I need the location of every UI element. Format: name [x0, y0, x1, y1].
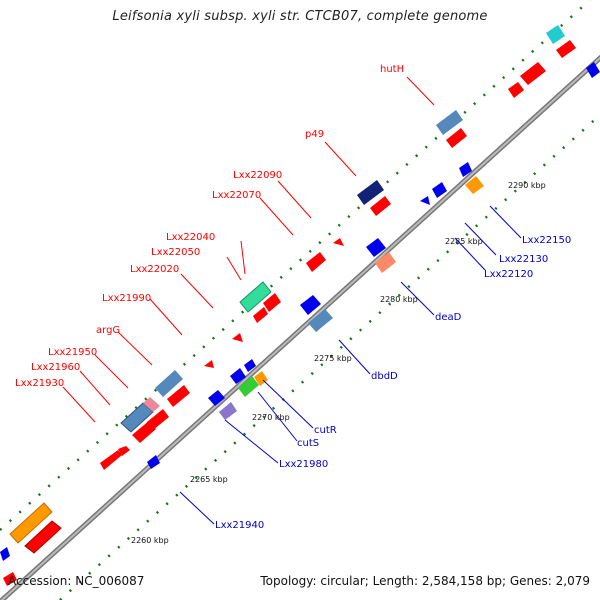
gene-label: Lxx22150 — [522, 235, 571, 246]
gene-label: Lxx22120 — [484, 269, 533, 280]
gene-label: Lxx22020 — [130, 264, 179, 275]
gene-label: cutS — [297, 438, 319, 449]
forward-genes — [9, 25, 576, 554]
gene-label: Lxx22130 — [499, 254, 548, 265]
tick-label: 2290 kbp — [508, 181, 546, 190]
gene-label: Lxx21960 — [31, 362, 80, 373]
gene-label: Lxx22040 — [166, 232, 215, 243]
gc-track-upper — [0, 0, 591, 531]
tick-label: 2265 kbp — [190, 475, 228, 484]
gene-label: Lxx21930 — [15, 378, 64, 389]
gene-label: Lxx21980 — [279, 459, 328, 470]
gene-label: Lxx21990 — [102, 293, 151, 304]
gene-label: deaD — [435, 312, 462, 323]
gene-label: dbdD — [371, 371, 398, 382]
gene-label: p49 — [305, 129, 324, 140]
genome-summary: Topology: circular; Length: 2,584,158 bp… — [260, 574, 590, 588]
gene-label: Lxx22050 — [151, 247, 200, 258]
gene-label: Lxx21950 — [48, 347, 97, 358]
tick-label: 2270 kbp — [252, 413, 290, 422]
accession-text: Accession: NC_006087 — [8, 574, 145, 588]
gene-label: argG — [96, 325, 120, 336]
gene-label: cutR — [314, 425, 337, 436]
tick-label: 2260 kbp — [131, 536, 169, 545]
tick-label: 2275 kbp — [314, 354, 352, 363]
tick-label: 2285 kbp — [445, 237, 483, 246]
map-title: Leifsonia xyli subsp. xyli str. CTCB07, … — [112, 9, 488, 24]
gene-label: Lxx22070 — [212, 190, 261, 201]
gene-label: Lxx21940 — [215, 520, 264, 531]
reverse-genes — [0, 62, 600, 586]
tick-label: 2280 kbp — [380, 295, 418, 304]
gene-label: Lxx22090 — [233, 170, 282, 181]
gene-label: hutH — [380, 64, 404, 75]
genome-backbone — [0, 54, 600, 600]
